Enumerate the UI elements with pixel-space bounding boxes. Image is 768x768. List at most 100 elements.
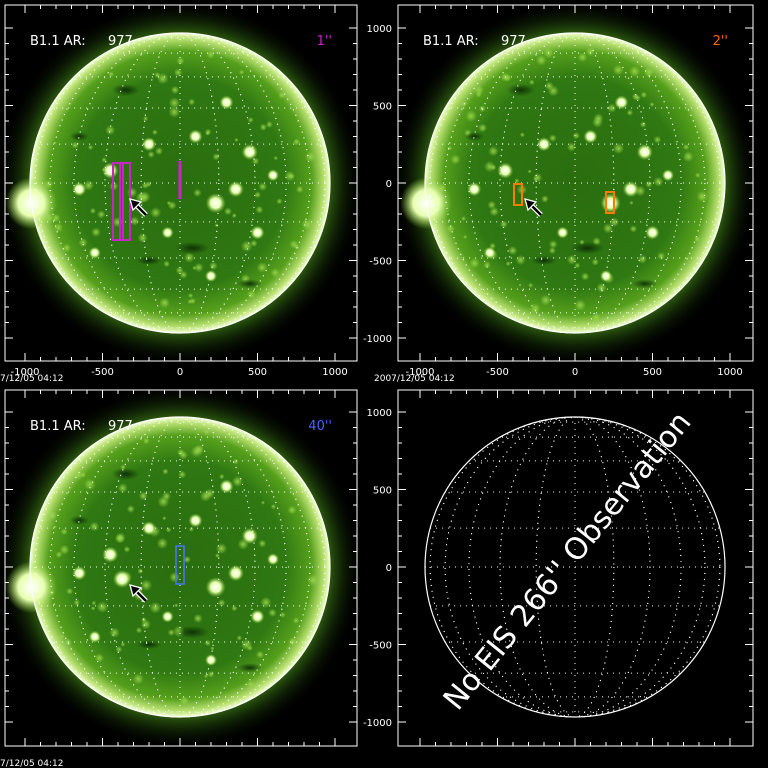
plage-speckle: [126, 505, 135, 513]
bright-point: [161, 226, 174, 239]
plage-speckle: [178, 470, 187, 479]
bright-point: [227, 565, 244, 582]
plage-speckle: [89, 521, 100, 532]
longitude-line: [34, 32, 326, 334]
plage-speckle: [168, 97, 181, 109]
plage-speckle: [109, 627, 120, 638]
bright-point: [250, 609, 265, 624]
plage-speckle: [155, 147, 164, 156]
bright-point: [467, 182, 482, 197]
plage-speckle: [231, 605, 238, 612]
plage-speckle: [490, 164, 497, 171]
plage-speckle: [207, 670, 215, 678]
bright-point: [205, 577, 226, 598]
bright-point: [497, 162, 514, 179]
plage-speckle: [135, 627, 143, 634]
plage-speckle: [519, 132, 525, 138]
plage-speckle: [508, 245, 518, 256]
plage-speckle: [276, 198, 283, 205]
plage-speckle: [152, 129, 158, 136]
coronal-hole: [69, 131, 89, 142]
plage-speckle: [126, 187, 138, 198]
bright-point: [72, 566, 87, 581]
plage-speckle: [167, 628, 175, 636]
plage-speckle: [540, 294, 552, 306]
active-region-number: 977: [108, 419, 133, 434]
bright-point: [636, 144, 653, 160]
plage-speckle: [250, 239, 258, 248]
plage-speckle: [612, 64, 624, 76]
plage-speckle: [87, 144, 94, 151]
bright-point: [267, 553, 279, 566]
plage-speckle: [255, 205, 264, 214]
longitude-line: [49, 32, 311, 334]
axis-ticks: [5, 390, 357, 746]
plage-speckle: [53, 222, 64, 233]
timestamp: 7/12/05 04:12: [0, 759, 64, 768]
plage-speckle: [639, 121, 647, 128]
plage-speckle: [165, 527, 172, 533]
plage-speckle: [177, 448, 185, 457]
coronal-hole: [506, 83, 535, 97]
y-tick-label: 1000: [367, 408, 392, 419]
y-tick-label: 500: [373, 102, 392, 113]
plage-speckle: [246, 289, 256, 299]
plage-speckle: [529, 79, 535, 85]
plage-speckle: [162, 468, 169, 475]
plage-speckle: [488, 145, 499, 157]
plage-speckle: [256, 262, 268, 273]
bright-point: [88, 246, 101, 259]
plage-speckle: [240, 638, 253, 651]
plage-speckle: [246, 680, 255, 689]
plage-speckle: [190, 445, 203, 458]
plage-speckle: [115, 532, 126, 543]
slit-width-label: 40'': [308, 419, 332, 434]
arrow-head: [129, 198, 143, 212]
plage-speckle: [628, 65, 641, 78]
arrow-head: [129, 584, 143, 598]
longitude-line: [444, 416, 706, 718]
plage-speckle: [137, 233, 148, 243]
plage-speckle: [288, 637, 297, 646]
plage-speckle: [270, 504, 277, 510]
plage-speckle: [149, 601, 162, 614]
bright-point: [267, 169, 279, 182]
x-tick-label: 1000: [717, 367, 742, 378]
plage-speckle: [204, 488, 215, 499]
plage-speckle: [71, 141, 79, 149]
plage-speckle: [130, 216, 140, 226]
bright-point: [537, 137, 551, 152]
panel-4: No EIS 266'' Observation 1000 500 0 -500 -100…: [363, 389, 754, 747]
plage-speckle: [209, 261, 218, 271]
plage-speckle: [232, 475, 243, 487]
plage-speckle: [304, 151, 316, 163]
plage-speckle: [206, 50, 215, 59]
plage-speckle: [192, 265, 197, 271]
plage-speckle: [184, 252, 195, 263]
axis-ticks: [5, 5, 357, 361]
panel-image: B1.1 AR: 977 1'': [5, 5, 357, 361]
plage-speckle: [141, 182, 149, 189]
plage-speckle: [292, 617, 300, 624]
plage-speckle: [657, 252, 666, 261]
plage-speckle: [696, 191, 708, 203]
plage-speckle: [215, 553, 220, 558]
bright-point: [241, 144, 258, 160]
bright-point: [483, 246, 496, 259]
plage-speckle: [173, 68, 183, 77]
plage-speckle: [234, 137, 239, 143]
plage-speckle: [163, 260, 170, 268]
panel-label: B1.1 AR:: [423, 34, 479, 49]
plage-speckle: [142, 115, 149, 122]
coronal-hole: [464, 131, 484, 142]
plage-speckle: [289, 173, 295, 179]
plage-speckle: [515, 254, 526, 266]
plage-speckle: [580, 272, 590, 281]
plage-speckle: [577, 52, 588, 63]
plage-speckle: [258, 182, 268, 191]
plage-speckle: [204, 639, 211, 647]
coronal-hole: [111, 467, 140, 481]
plage-speckle: [64, 638, 72, 647]
plage-speckle: [683, 143, 690, 151]
plage-speckle: [541, 195, 549, 203]
